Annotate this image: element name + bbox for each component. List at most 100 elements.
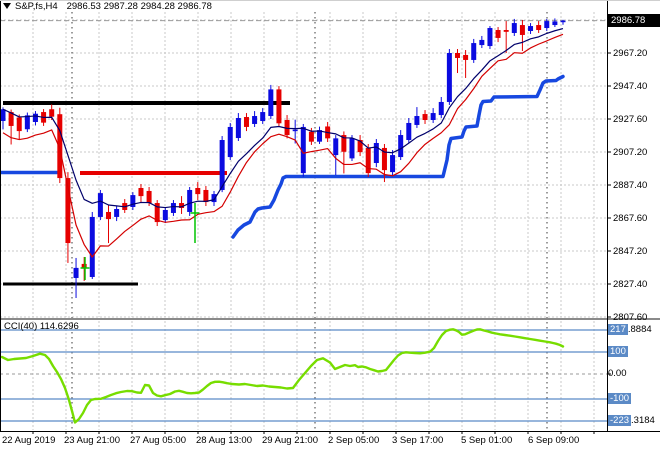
candle [373,142,379,164]
candle [16,117,22,132]
cci-axis-label: -223.3184 [608,415,655,427]
candle [438,101,444,116]
candle [430,113,436,120]
candle [528,26,534,31]
cci-level-badge: -100 [608,393,632,404]
cci-axis-text: .8884 [627,324,652,335]
candle [106,211,112,220]
candle [292,129,298,132]
candle [179,203,185,209]
candle [235,118,241,139]
chart-title: S&P,fs,H4 2986.53 2987.28 2984.28 2986.78 [3,1,212,13]
candle [390,155,396,173]
candle [187,189,193,212]
candle [130,195,136,208]
candle [219,140,225,190]
candle [487,28,493,47]
candle [471,43,477,60]
price-axis-label: 2927.60 [613,113,648,125]
candle [446,53,452,102]
symbol-marker-icon [3,3,11,10]
price-axis-label: 2967.20 [613,47,648,59]
candle [162,209,168,221]
cci-axis-label: 0.00 [608,368,627,380]
candle [260,112,266,121]
candle [511,23,517,33]
candle [560,20,566,23]
time-axis-label: 29 Aug 21:00 [262,435,318,446]
time-axis-label: 6 Sep 09:00 [528,435,580,446]
price-axis-label: 2867.60 [613,212,648,224]
chart-ohlc-values: 2986.53 2987.28 2984.28 2986.78 [66,1,212,12]
candle [146,190,152,204]
candle [0,109,6,121]
candle [81,263,87,268]
time-axis-label: 22 Aug 2019 [2,435,56,446]
candle [203,189,209,203]
candle [365,147,371,174]
candle [398,135,404,158]
candle [479,39,485,46]
candle [552,21,558,26]
cci-axis-text: .3184 [631,415,655,426]
candle [463,54,469,60]
candle [170,203,176,213]
candle [32,113,38,122]
ma-slow-line [2,33,564,258]
candle [8,112,14,126]
price-axis-label: 2947.40 [613,80,648,92]
time-axis-label: 3 Sep 17:00 [392,435,444,446]
cci-axis-label: 217.8884 [608,324,652,336]
candle [333,138,339,156]
candle [268,89,274,117]
cci-level-badge: 217 [608,324,628,335]
pane-separator [0,318,660,320]
candle [89,216,95,277]
candle [243,117,249,127]
chart-symbol-period: S&P,fs,H4 [15,1,58,12]
candle [252,116,258,124]
cci-level-badge: -223 [608,415,632,426]
candle [276,89,282,124]
time-axis-label: 2 Sep 05:00 [328,435,380,446]
cci-axis-text: 0.00 [608,368,627,379]
candle [422,114,428,120]
time-axis-label: 23 Aug 21:00 [64,435,120,446]
cci-indicator-label: CCI(40) 114.6296 [4,321,79,332]
candle [300,126,306,174]
candle [227,126,233,158]
candle [154,203,160,223]
current-price-badge: 2986.78 [608,14,660,27]
price-axis-label: 2807.60 [613,311,648,323]
cci-axis-label: 100 [608,346,628,358]
candle [49,109,55,117]
candle [97,193,103,217]
price-axis-label: 2847.20 [613,245,648,257]
time-axis-label: 27 Aug 05:00 [130,435,186,446]
candle [114,208,120,217]
candle [519,25,525,35]
candle [284,119,290,136]
candle [454,53,460,58]
candle [414,116,420,125]
candle [57,114,63,179]
candle [406,122,412,141]
price-axis-label: 2887.40 [613,179,648,191]
candle [536,25,542,31]
candle [195,187,201,195]
time-axis-label: 28 Aug 13:00 [196,435,252,446]
candle [341,135,347,152]
price-axis-label: 2907.20 [613,146,648,158]
candle [503,30,509,32]
candle [495,30,501,38]
cci-level-badge: 100 [608,346,628,357]
time-axis-label: 5 Sep 01:00 [461,435,513,446]
candle [349,138,355,159]
cci-line [0,328,565,424]
candle [65,178,71,244]
candle [138,187,144,197]
trend-line [231,74,565,239]
candle [308,131,314,142]
